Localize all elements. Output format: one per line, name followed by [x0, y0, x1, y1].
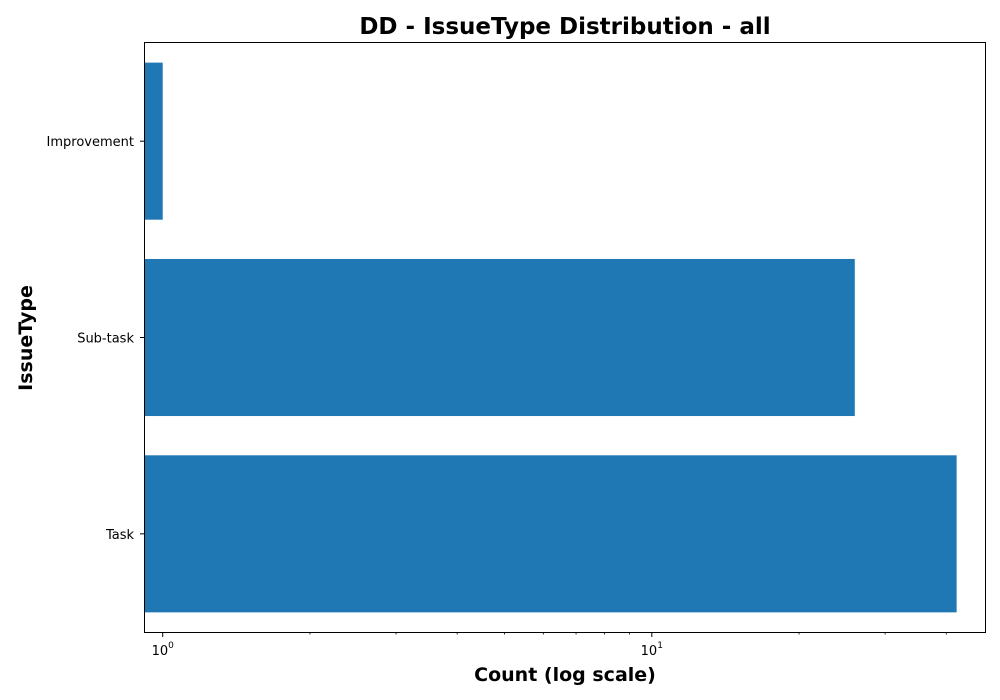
- x-tick-label-1: 100: [152, 641, 175, 659]
- y-axis-label: IssueType: [15, 285, 37, 391]
- bars-group: [145, 62, 957, 613]
- bar-sub-task: [145, 258, 855, 417]
- y-tick-label-sub-task: Sub-task: [77, 332, 134, 347]
- bar-task: [145, 455, 957, 613]
- y-tick-label-improvement: Improvement: [47, 135, 134, 150]
- x-tick-label-10: 101: [641, 641, 663, 659]
- y-axis: Improvement Sub-task Task: [47, 135, 145, 543]
- x-axis-label: Count (log scale): [474, 664, 656, 686]
- chart-title: DD - IssueType Distribution - all: [359, 14, 770, 40]
- y-tick-label-task: Task: [105, 528, 135, 543]
- x-axis: 100 101: [152, 632, 947, 659]
- bar-improvement: [145, 62, 163, 220]
